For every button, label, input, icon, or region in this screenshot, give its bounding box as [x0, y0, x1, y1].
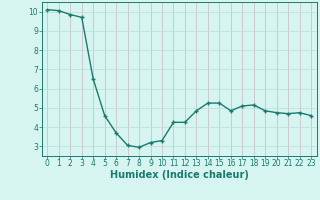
X-axis label: Humidex (Indice chaleur): Humidex (Indice chaleur): [110, 170, 249, 180]
